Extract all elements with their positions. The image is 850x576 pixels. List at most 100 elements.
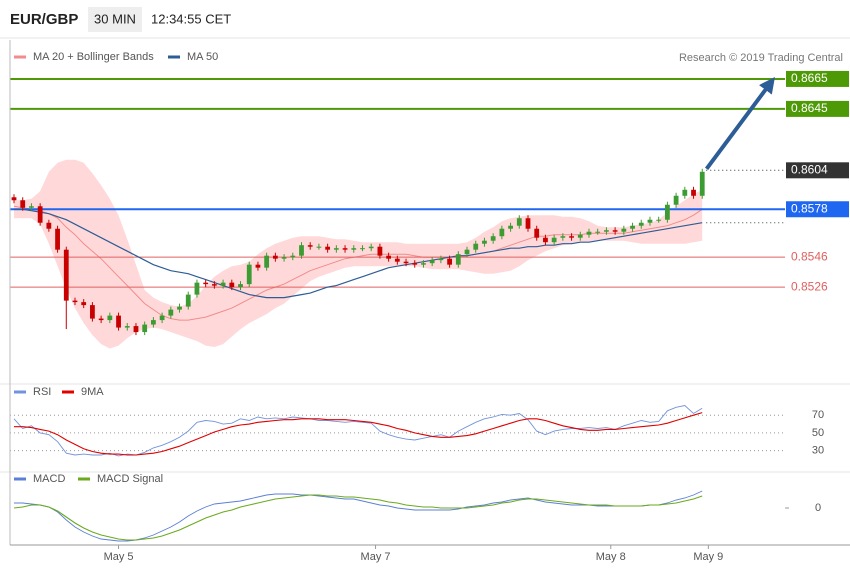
candle-body (290, 255, 296, 258)
legend-label: RSI (33, 386, 51, 398)
candle-body (90, 305, 95, 319)
candle-body (299, 245, 304, 256)
x-tick-label: May 5 (104, 551, 134, 563)
candle-body (621, 228, 627, 232)
candle-body (673, 195, 679, 205)
candle-body (151, 320, 156, 325)
y-tick-label: 0 (815, 502, 821, 514)
series-line (13, 494, 703, 541)
candle-body (638, 222, 644, 226)
candle-body (238, 284, 243, 288)
candle-body (107, 315, 113, 321)
credit: Research © 2019 Trading Central (679, 52, 843, 64)
candle-body (116, 315, 121, 328)
clock: 12:34:55 CET (151, 11, 231, 26)
candle-body (211, 284, 217, 286)
candle-body (586, 231, 592, 235)
legend-label: 9MA (81, 386, 104, 398)
candle-body (185, 294, 191, 307)
x-tick-label: May 8 (596, 551, 626, 563)
level-label-box (786, 162, 849, 179)
candle-body (325, 246, 331, 250)
candle-body (499, 228, 505, 237)
candle-body (220, 282, 226, 286)
legend-label: MA 20 + Bollinger Bands (33, 51, 154, 63)
candle-body (246, 264, 252, 285)
candle-body (55, 228, 60, 250)
candle-body (307, 245, 313, 247)
candle-body (551, 237, 557, 243)
candle-body (595, 231, 601, 233)
series-line (13, 405, 703, 457)
candle-body (438, 258, 444, 261)
candle-body (203, 282, 209, 285)
candle-body (368, 246, 374, 249)
x-tick-label: May 9 (693, 551, 723, 563)
level-label: 0.8578 (791, 201, 828, 215)
candle-body (360, 248, 365, 250)
y-tick-label: 30 (812, 444, 824, 456)
candle-body (699, 171, 705, 196)
candle-body (691, 189, 696, 196)
y-tick-label: 70 (812, 409, 824, 421)
legend-label: MACD (33, 473, 65, 485)
x-tick-label: May 7 (361, 551, 391, 563)
candle-body (37, 206, 43, 223)
candle-body (72, 300, 78, 303)
candle-body (333, 248, 339, 250)
level-label-box (786, 70, 849, 87)
candle-body (316, 246, 322, 248)
candle-body (194, 282, 200, 295)
interval: 30 MIN (94, 11, 136, 26)
bollinger-band (14, 159, 703, 349)
candle-body (142, 324, 148, 333)
candle-body (630, 225, 635, 229)
candle-body (543, 237, 548, 243)
candle-body (272, 255, 278, 259)
level-label: 0.8604 (791, 162, 828, 176)
candle-body (98, 318, 104, 321)
candle-body (447, 258, 452, 265)
series-line (14, 412, 703, 456)
symbol: EUR/GBP (10, 11, 78, 28)
candle-body (29, 206, 34, 208)
candle-body (656, 219, 662, 221)
candle-body (63, 249, 69, 301)
ma50-line (14, 208, 703, 299)
candle-body (403, 261, 409, 264)
candle-body (394, 258, 400, 262)
candle-body (377, 246, 383, 256)
candle-body (473, 243, 479, 250)
candle-body (464, 249, 470, 255)
candle-body (612, 230, 618, 232)
candle-body (229, 282, 235, 288)
candle-body (508, 225, 513, 229)
candle-body (264, 255, 270, 268)
legend-label: MACD Signal (97, 473, 163, 485)
candle-body (577, 234, 583, 238)
candle-body (412, 263, 418, 265)
level-label: 0.8665 (791, 71, 828, 85)
candle-body (429, 260, 435, 264)
candle-body (516, 218, 522, 226)
candle-body (255, 264, 261, 268)
candle-body (421, 263, 426, 265)
candle-body (133, 326, 139, 333)
candle-body (455, 254, 461, 265)
candle-body (534, 228, 540, 238)
candle-body (560, 236, 566, 238)
level-label: 0.8546 (791, 249, 828, 263)
candle-body (46, 222, 52, 229)
candle-body (124, 326, 130, 328)
interval-box (88, 7, 142, 32)
level-label-box (786, 201, 849, 218)
level-label-box (786, 100, 849, 117)
candle-body (647, 219, 653, 223)
projection-arrow (704, 77, 775, 171)
candle-body (11, 197, 17, 201)
candle-body (168, 309, 174, 316)
legend-label: MA 50 (187, 51, 218, 63)
level-label: 0.8645 (791, 101, 828, 115)
candle-body (159, 315, 165, 321)
